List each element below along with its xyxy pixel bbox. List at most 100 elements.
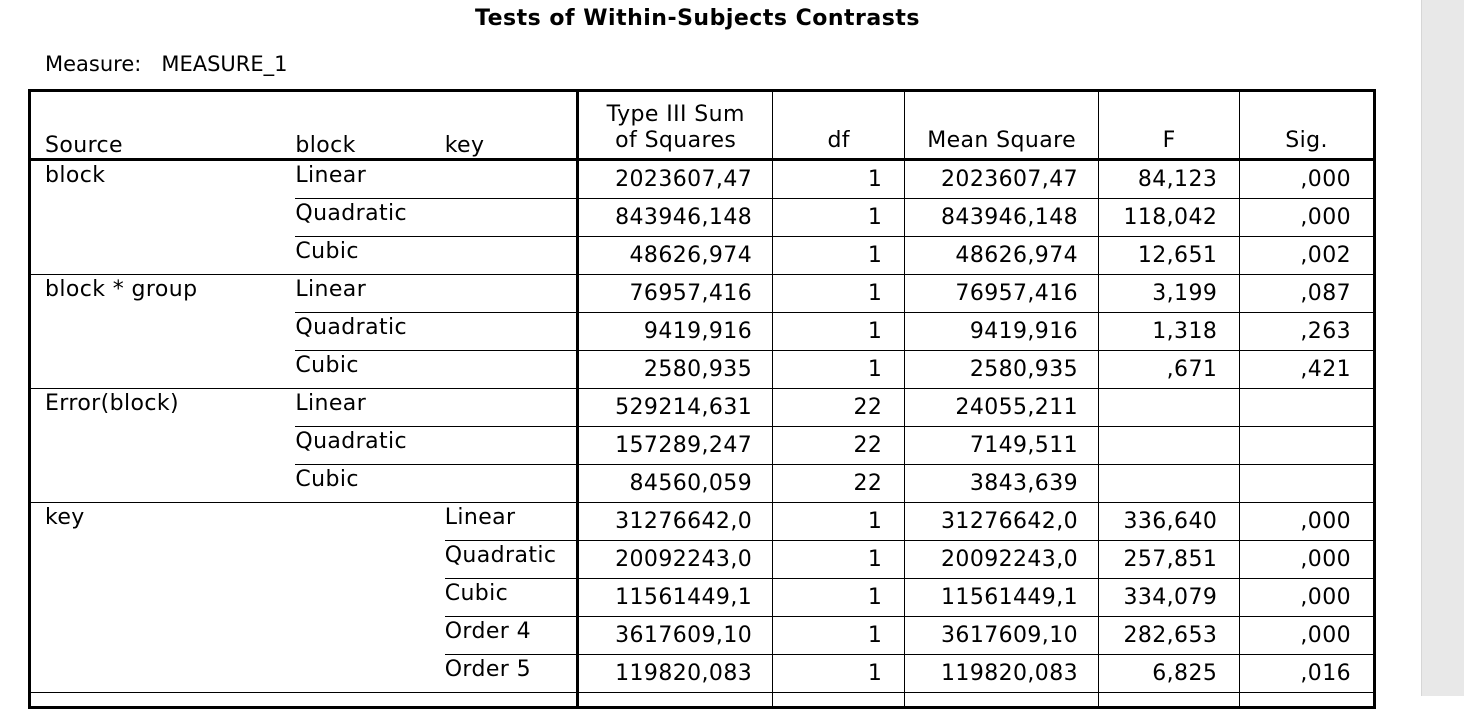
cell-block: Linear <box>295 160 444 199</box>
header-df: df <box>773 92 905 160</box>
cell-block: Cubic <box>295 465 444 503</box>
cell-block: Cubic <box>295 237 444 275</box>
cell-mean-square: 76957,416 <box>905 275 1099 313</box>
cell-key <box>445 427 578 465</box>
cell-key <box>445 313 578 351</box>
cell-mean-square: 2580,935 <box>905 351 1099 389</box>
cell-f <box>1099 465 1240 503</box>
cell-source: block <box>31 160 295 275</box>
cell-key <box>445 275 578 313</box>
cell-key <box>445 199 578 237</box>
cell-key: Order 5 <box>445 655 578 693</box>
cell-key <box>445 693 578 709</box>
cell-sig: ,263 <box>1240 313 1373 351</box>
cell-mean-square: 119820,083 <box>905 655 1099 693</box>
cell-key <box>445 237 578 275</box>
cell-key: Linear <box>445 503 578 541</box>
header-sum-of-squares: Type III Sum of Squares <box>578 92 773 160</box>
cell-mean-square: 7149,511 <box>905 427 1099 465</box>
cell-block: Linear <box>295 275 444 313</box>
cell-f <box>1099 693 1240 709</box>
cell-df: 22 <box>773 465 905 503</box>
cell-f: 6,825 <box>1099 655 1240 693</box>
cell-block: Quadratic <box>295 427 444 465</box>
cell-mean-square: 843946,148 <box>905 199 1099 237</box>
measure-line: Measure:MEASURE_1 <box>45 52 288 76</box>
cell-source: Error(block) <box>31 389 295 503</box>
measure-value: MEASURE_1 <box>161 52 287 76</box>
cell-sig: ,000 <box>1240 579 1373 617</box>
cell-block <box>295 503 444 541</box>
cell-sum-of-squares <box>578 693 773 709</box>
cell-mean-square: 2023607,47 <box>905 160 1099 199</box>
cell-mean-square: 3843,639 <box>905 465 1099 503</box>
cell-sig: ,000 <box>1240 541 1373 579</box>
cell-sum-of-squares: 3617609,10 <box>578 617 773 655</box>
cell-sum-of-squares: 843946,148 <box>578 199 773 237</box>
table-row <box>31 693 1373 709</box>
cell-key <box>445 465 578 503</box>
cell-sig <box>1240 693 1373 709</box>
cell-f <box>1099 389 1240 427</box>
cell-f: ,671 <box>1099 351 1240 389</box>
cell-sig: ,000 <box>1240 617 1373 655</box>
cell-df: 1 <box>773 160 905 199</box>
cell-block: Quadratic <box>295 313 444 351</box>
cell-source: block * group <box>31 275 295 389</box>
cell-f <box>1099 427 1240 465</box>
cell-df: 1 <box>773 199 905 237</box>
cell-sum-of-squares: 84560,059 <box>578 465 773 503</box>
header-sig: Sig. <box>1240 92 1373 160</box>
cell-block <box>295 617 444 655</box>
cell-mean-square: 3617609,10 <box>905 617 1099 655</box>
cell-df: 1 <box>773 655 905 693</box>
cell-block <box>295 579 444 617</box>
cell-f: 84,123 <box>1099 160 1240 199</box>
cell-block <box>295 693 444 709</box>
cell-block <box>295 541 444 579</box>
cell-block: Quadratic <box>295 199 444 237</box>
cell-mean-square: 31276642,0 <box>905 503 1099 541</box>
cell-sig <box>1240 465 1373 503</box>
header-block: block <box>295 92 444 160</box>
cell-f: 118,042 <box>1099 199 1240 237</box>
cell-sum-of-squares: 76957,416 <box>578 275 773 313</box>
cell-sum-of-squares: 31276642,0 <box>578 503 773 541</box>
cell-sum-of-squares: 119820,083 <box>578 655 773 693</box>
cell-mean-square: 20092243,0 <box>905 541 1099 579</box>
header-row: Source block key Type III Sum of Squares… <box>31 92 1373 160</box>
cell-sig: ,421 <box>1240 351 1373 389</box>
cell-key <box>445 160 578 199</box>
cell-f: 1,318 <box>1099 313 1240 351</box>
header-mean-square: Mean Square <box>905 92 1099 160</box>
header-key: key <box>445 92 578 160</box>
cell-mean-square: 9419,916 <box>905 313 1099 351</box>
cell-mean-square: 24055,211 <box>905 389 1099 427</box>
cell-df: 1 <box>773 275 905 313</box>
contrasts-table: Source block key Type III Sum of Squares… <box>28 89 1376 709</box>
cell-sig: ,002 <box>1240 237 1373 275</box>
cell-df: 1 <box>773 541 905 579</box>
cell-key: Order 4 <box>445 617 578 655</box>
cell-df <box>773 693 905 709</box>
cell-sum-of-squares: 9419,916 <box>578 313 773 351</box>
header-ss-line2: of Squares <box>615 128 736 153</box>
cell-df: 1 <box>773 579 905 617</box>
cell-sum-of-squares: 48626,974 <box>578 237 773 275</box>
cell-sum-of-squares: 2023607,47 <box>578 160 773 199</box>
cell-sig: ,016 <box>1240 655 1373 693</box>
cell-sum-of-squares: 11561449,1 <box>578 579 773 617</box>
cell-f: 3,199 <box>1099 275 1240 313</box>
cell-df: 1 <box>773 503 905 541</box>
cell-block: Cubic <box>295 351 444 389</box>
cell-sig: ,000 <box>1240 503 1373 541</box>
cell-sig: ,000 <box>1240 160 1373 199</box>
table-title: Tests of Within-Subjects Contrasts <box>0 6 1395 31</box>
cell-block: Linear <box>295 389 444 427</box>
cell-sum-of-squares: 20092243,0 <box>578 541 773 579</box>
cell-df: 1 <box>773 351 905 389</box>
